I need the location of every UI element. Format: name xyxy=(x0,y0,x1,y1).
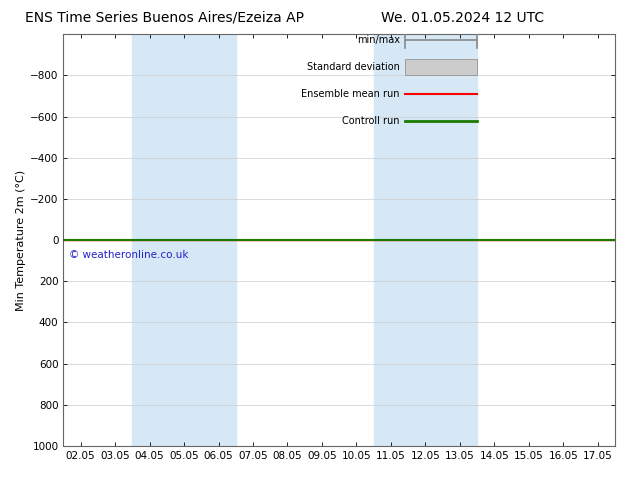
FancyBboxPatch shape xyxy=(405,59,477,75)
Text: Ensemble mean run: Ensemble mean run xyxy=(301,89,400,99)
Text: © weatheronline.co.uk: © weatheronline.co.uk xyxy=(69,249,188,260)
Text: Controll run: Controll run xyxy=(342,116,400,126)
Text: ENS Time Series Buenos Aires/Ezeiza AP: ENS Time Series Buenos Aires/Ezeiza AP xyxy=(25,11,304,25)
Text: Standard deviation: Standard deviation xyxy=(307,62,400,72)
Point xyxy=(98,237,106,243)
Point xyxy=(103,237,110,243)
Text: We. 01.05.2024 12 UTC: We. 01.05.2024 12 UTC xyxy=(381,11,545,25)
Point xyxy=(103,237,110,243)
Y-axis label: Min Temperature 2m (°C): Min Temperature 2m (°C) xyxy=(16,170,26,311)
Bar xyxy=(373,34,477,446)
Point xyxy=(103,237,110,243)
Point xyxy=(98,237,106,243)
Point xyxy=(103,237,110,243)
Text: min/max: min/max xyxy=(357,35,400,46)
Point xyxy=(98,237,106,243)
Point xyxy=(98,237,106,243)
Bar xyxy=(133,34,236,446)
Point xyxy=(98,237,106,243)
Point xyxy=(103,237,110,243)
